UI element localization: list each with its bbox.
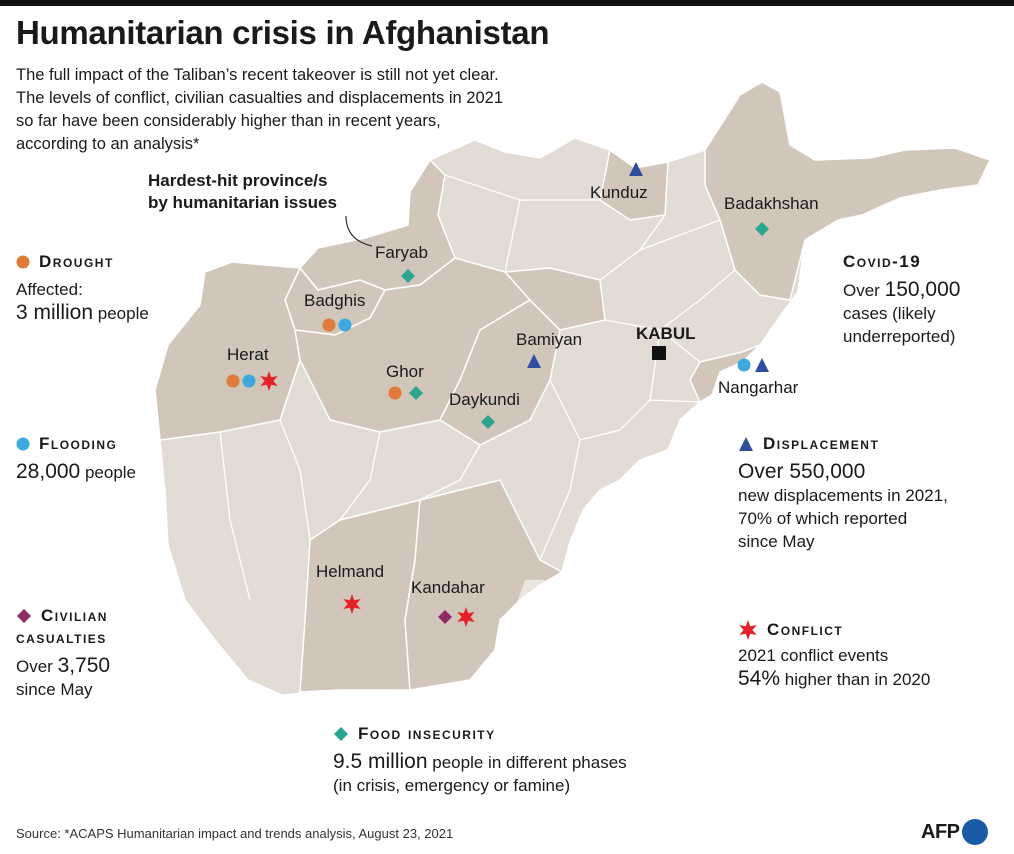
page-title: Humanitarian crisis in Afghanistan [16, 14, 550, 51]
legend-text: people [80, 463, 137, 482]
legend-displacement: Displacement Over 550,000 new displaceme… [738, 434, 948, 553]
conflict-burst-icon [343, 594, 361, 614]
legend-text: Affected: [16, 280, 83, 299]
label-daykundi: Daykundi [449, 390, 520, 409]
legend-text: since May [16, 680, 93, 699]
province-borders [219, 174, 736, 601]
legend-text: since May [738, 532, 815, 551]
legend-drought-heading: Drought [16, 252, 149, 272]
legend-food-insecurity: Food insecurity 9.5 million people in di… [333, 724, 627, 797]
label-badakhshan: Badakhshan [724, 194, 819, 213]
legend-value: 9.5 million [333, 750, 428, 773]
legend-displacement-heading: Displacement [738, 434, 948, 454]
callout-line: Hardest-hit province/s [148, 171, 328, 190]
legend-flooding: Flooding 28,000 people [16, 434, 136, 484]
displacement-triangle-icon [629, 162, 643, 176]
label-faryab: Faryab [375, 243, 428, 262]
label-bamiyan: Bamiyan [516, 330, 583, 349]
civilian-casualties-diamond-icon [17, 609, 31, 623]
legend-text: 2021 conflict events [738, 646, 889, 665]
legend-covid-heading: Covid-19 [843, 252, 960, 272]
legend-heading-text: Conflict [767, 620, 844, 639]
label-herat: Herat [227, 345, 269, 364]
food-insecurity-diamond-icon [334, 727, 348, 741]
displacement-triangle-icon [739, 437, 753, 451]
label-badghis: Badghis [304, 291, 366, 310]
displacement-triangle-icon [755, 358, 769, 372]
legend-text: Over [843, 281, 885, 300]
hardest-hit-callout: Hardest-hit province/s by humanitarian i… [148, 170, 337, 214]
legend-value: Over 550,000 [738, 460, 866, 483]
label-kunduz: Kunduz [590, 183, 648, 202]
flooding-dot-icon [737, 358, 751, 372]
legend-value: 3 million [16, 301, 94, 324]
drought-dot-icon [16, 255, 30, 269]
legend-covid: Covid-19 Over 150,000 cases (likely unde… [843, 252, 960, 348]
legend-conflict: Conflict 2021 conflict events 54% higher… [738, 620, 930, 691]
legend-text: people in different phases [427, 753, 627, 772]
food-insecurity-diamond-icon [409, 386, 423, 400]
flooding-dot-icon [242, 374, 256, 388]
legend-heading-text: Drought [39, 252, 114, 271]
legend-text: people [93, 304, 149, 323]
legend-value: 54% [738, 667, 781, 690]
conflict-burst-icon [260, 371, 278, 391]
subtitle-line: according to an analysis* [16, 135, 200, 153]
legend-heading-text: Covid-19 [843, 252, 922, 271]
label-kandahar: Kandahar [411, 578, 485, 597]
legend-value: 3,750 [57, 654, 111, 677]
drought-dot-icon [388, 386, 402, 400]
legend-text: new displacements in 2021, [738, 486, 948, 505]
legend-civilian-casualties: Civilian casualties Over 3,750 since May [16, 606, 110, 701]
afp-logo-text: AFP [921, 820, 960, 843]
legend-value: 150,000 [884, 278, 961, 301]
legend-text: 70% of which reported [738, 509, 908, 528]
legend-text: higher than in 2020 [780, 670, 931, 689]
label-nangarhar: Nangarhar [718, 378, 799, 397]
food-insecurity-diamond-icon [401, 269, 415, 283]
capital-square-icon [652, 346, 666, 360]
province-badakhshan [704, 81, 992, 301]
legend-heading-text: Food insecurity [358, 724, 496, 743]
drought-dot-icon [226, 374, 240, 388]
legend-text: (in crisis, emergency or famine) [333, 776, 571, 795]
displacement-triangle-icon [527, 354, 541, 368]
legend-food-heading: Food insecurity [333, 724, 627, 744]
flooding-dot-icon [338, 318, 352, 332]
legend-heading-text: casualties [16, 628, 107, 647]
subtitle: The full impact of the Taliban’s recent … [16, 64, 596, 156]
food-insecurity-diamond-icon [481, 415, 495, 429]
legend-conflict-heading: Conflict [738, 620, 930, 640]
legend-heading-text: Civilian [41, 606, 108, 625]
callout-line: by humanitarian issues [148, 193, 337, 212]
drought-dot-icon [322, 318, 336, 332]
legend-text: underreported) [843, 327, 956, 346]
label-helmand: Helmand [316, 562, 385, 581]
subtitle-line: so far have been considerably higher tha… [16, 112, 441, 130]
legend-civilian-heading: Civilian [16, 606, 110, 626]
afp-logo: AFP [921, 819, 988, 845]
legend-heading-text: Flooding [39, 434, 118, 453]
label-ghor: Ghor [386, 362, 424, 381]
source-note: Source: *ACAPS Humanitarian impact and t… [16, 826, 454, 841]
legend-text: Over [16, 657, 58, 676]
afp-watermark: AFP [495, 557, 707, 680]
legend-flooding-heading: Flooding [16, 434, 136, 454]
callout-leader [345, 215, 373, 247]
legend-heading-text: Displacement [763, 434, 880, 453]
top-rule [0, 0, 1014, 6]
legend-drought: Drought Affected: 3 million people [16, 252, 149, 325]
conflict-burst-icon [739, 620, 757, 640]
label-kabul: KABUL [636, 324, 696, 343]
food-insecurity-diamond-icon [755, 222, 769, 236]
afp-logo-dot-icon [961, 819, 988, 845]
conflict-burst-icon [457, 607, 475, 627]
subtitle-line: The full impact of the Taliban’s recent … [16, 66, 499, 84]
civilian-casualties-diamond-icon [438, 610, 452, 624]
legend-text: cases (likely [843, 304, 936, 323]
flooding-dot-icon [16, 437, 30, 451]
subtitle-line: The levels of conflict, civilian casualt… [16, 89, 504, 107]
legend-value: 28,000 [16, 460, 81, 483]
